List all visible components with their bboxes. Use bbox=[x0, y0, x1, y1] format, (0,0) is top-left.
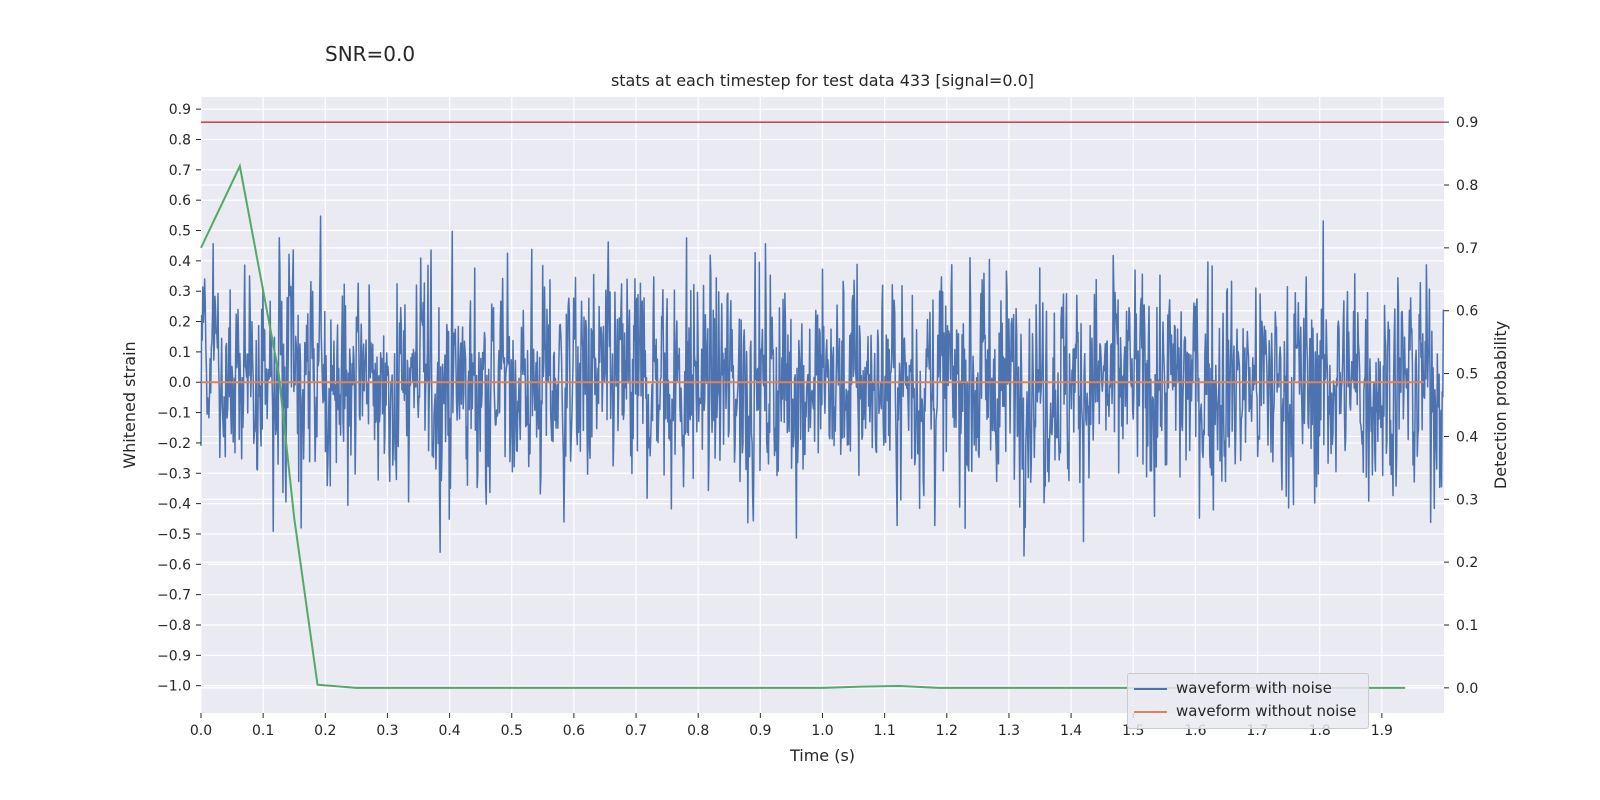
y-tick-label-left: 0.5 bbox=[169, 224, 191, 240]
chart-title: stats at each timestep for test data 433… bbox=[610, 71, 1035, 90]
legend: waveform with noise waveform without noi… bbox=[1127, 673, 1369, 729]
x-tick-label: 0.2 bbox=[314, 723, 336, 739]
y-tick-label-right: 0.3 bbox=[1456, 492, 1478, 508]
x-tick-label: 0.4 bbox=[438, 723, 460, 739]
y-tick-label-left: −0.2 bbox=[157, 436, 191, 452]
x-tick-label: 0.1 bbox=[252, 723, 274, 739]
y-tick-label-right: 0.1 bbox=[1456, 618, 1478, 634]
y-tick-label-left: 0.1 bbox=[169, 345, 191, 361]
x-tick-label: 0.3 bbox=[376, 723, 398, 739]
y-tick-label-left: 0.7 bbox=[169, 163, 191, 179]
snr-label: SNR=0.0 bbox=[325, 42, 416, 66]
y-tick-label-left: 0.8 bbox=[169, 132, 191, 148]
y-tick-label-left: 0.4 bbox=[169, 254, 191, 270]
y-axis-label-right: Detection probability bbox=[1491, 321, 1510, 489]
y-tick-label-left: −0.1 bbox=[157, 406, 191, 422]
series-line-detection-probability bbox=[200, 162, 1406, 689]
x-tick-label: 1.1 bbox=[874, 723, 896, 739]
legend-item-noise: waveform with noise bbox=[1128, 678, 1368, 700]
y-tick-label-left: −0.6 bbox=[157, 557, 191, 573]
y-tick-label-left: 0.9 bbox=[169, 102, 191, 118]
x-tick-label: 0.6 bbox=[563, 723, 585, 739]
y-tick-label-left: −0.9 bbox=[157, 648, 191, 664]
x-tick-label: 1.2 bbox=[936, 723, 958, 739]
y-tick-label-right: 0.8 bbox=[1456, 178, 1478, 194]
legend-label: waveform with noise bbox=[1176, 679, 1332, 697]
x-tick-label: 0.5 bbox=[501, 723, 523, 739]
y-tick-label-left: 0.6 bbox=[169, 193, 191, 209]
x-tick-label: 1.4 bbox=[1060, 723, 1082, 739]
y-tick-label-right: 0.4 bbox=[1456, 429, 1478, 445]
x-axis-label: Time (s) bbox=[789, 746, 855, 765]
x-tick-label: 0.7 bbox=[625, 723, 647, 739]
x-tick-label: 0.9 bbox=[749, 723, 771, 739]
y-tick-label-left: −1.0 bbox=[157, 679, 191, 695]
x-tick-label: 1.9 bbox=[1371, 723, 1393, 739]
x-tick-label: 1.3 bbox=[998, 723, 1020, 739]
axis-ticks: 0.0 0.1 0.2 0.3 0.4 0.5 0.6 0.7 0.8 0.9 1.0 1.1 1.2 1… bbox=[157, 102, 1478, 739]
y-tick-label-left: 0.2 bbox=[169, 315, 191, 331]
y-tick-label-left: −0.8 bbox=[157, 618, 191, 634]
y-tick-label-right: 0.0 bbox=[1456, 681, 1478, 697]
legend-label: waveform without noise bbox=[1176, 702, 1357, 720]
y-tick-label-right: 0.7 bbox=[1456, 241, 1478, 257]
series-line-waveform-with-noise bbox=[200, 215, 1445, 557]
y-tick-label-left: 0.0 bbox=[169, 375, 191, 391]
y-axis-label-left: Whitened strain bbox=[120, 341, 139, 468]
x-tick-label: 1.0 bbox=[811, 723, 833, 739]
legend-swatch-noise bbox=[1134, 688, 1167, 690]
y-tick-label-left: −0.3 bbox=[157, 466, 191, 482]
y-tick-label-right: 0.2 bbox=[1456, 555, 1478, 571]
y-tick-label-left: −0.5 bbox=[157, 527, 191, 543]
y-tick-label-left: 0.3 bbox=[169, 284, 191, 300]
y-tick-label-left: −0.4 bbox=[157, 497, 191, 513]
y-tick-label-right: 0.9 bbox=[1456, 115, 1478, 131]
x-tick-label: 0.8 bbox=[687, 723, 709, 739]
y-tick-label-right: 0.5 bbox=[1456, 367, 1478, 383]
x-tick-label: 0.0 bbox=[190, 723, 212, 739]
y-tick-label-right: 0.6 bbox=[1456, 304, 1478, 320]
y-tick-label-left: −0.7 bbox=[157, 588, 191, 604]
legend-item-clean: waveform without noise bbox=[1128, 701, 1368, 723]
legend-swatch-clean bbox=[1134, 711, 1167, 713]
